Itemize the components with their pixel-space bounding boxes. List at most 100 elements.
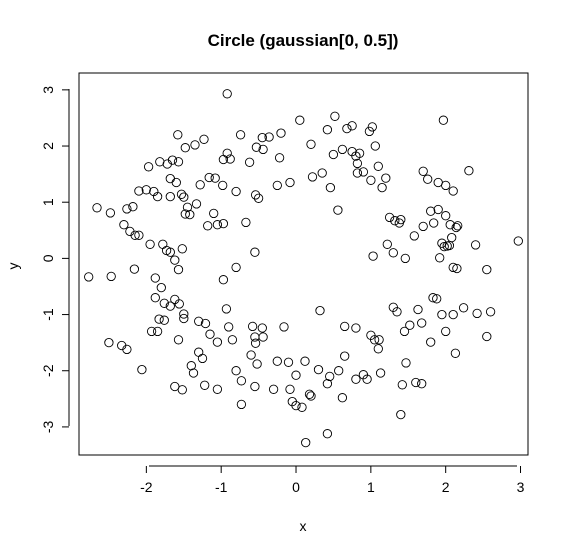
data-point — [291, 400, 301, 411]
data-point — [373, 161, 383, 171]
data-point — [435, 253, 445, 263]
data-point — [158, 239, 168, 249]
data-point — [177, 244, 187, 254]
data-point — [122, 204, 132, 214]
data-point — [194, 316, 204, 326]
data-point — [130, 230, 140, 240]
data-point — [409, 231, 419, 241]
data-point — [209, 208, 219, 219]
data-point — [150, 273, 160, 283]
data-point — [117, 340, 127, 351]
data-point — [351, 374, 361, 384]
data-point — [231, 366, 241, 376]
data-point — [342, 123, 352, 134]
x-tick-label: 3 — [517, 479, 525, 495]
data-point — [358, 167, 369, 177]
data-point — [218, 218, 229, 229]
data-point — [447, 232, 457, 243]
data-point — [482, 331, 492, 342]
data-point — [253, 193, 264, 203]
data-point — [173, 335, 184, 345]
data-point — [375, 368, 386, 378]
data-point — [218, 275, 229, 285]
data-point — [182, 202, 193, 212]
data-point — [221, 304, 232, 314]
data-point — [188, 368, 199, 378]
data-point — [159, 315, 169, 325]
data-point — [165, 247, 175, 257]
data-point — [264, 132, 274, 142]
data-point — [173, 157, 184, 167]
data-point — [152, 191, 163, 202]
data-point — [445, 220, 455, 230]
data-point — [315, 305, 325, 316]
data-point — [84, 272, 94, 282]
data-point — [300, 356, 310, 366]
x-axis-label: x — [300, 518, 307, 534]
data-point — [366, 175, 376, 185]
data-point — [433, 204, 443, 215]
data-point — [250, 381, 260, 392]
data-point — [333, 205, 343, 215]
data-point — [334, 366, 344, 376]
data-point — [301, 437, 311, 448]
data-point — [247, 321, 258, 332]
data-point — [165, 191, 175, 202]
data-point — [134, 230, 144, 240]
data-point — [250, 190, 261, 200]
data-point — [119, 220, 129, 230]
data-point — [205, 329, 215, 339]
data-point — [448, 262, 458, 273]
data-point — [418, 221, 428, 232]
data-point — [156, 282, 166, 293]
data-point — [396, 409, 406, 420]
data-point — [347, 121, 357, 131]
data-point — [250, 338, 261, 348]
data-point — [218, 154, 229, 165]
data-point — [212, 337, 223, 347]
data-point — [428, 293, 438, 303]
data-point — [351, 323, 361, 333]
data-point — [146, 326, 157, 337]
data-point — [235, 130, 246, 140]
data-point — [392, 307, 402, 317]
data-point — [222, 89, 232, 99]
data-point — [252, 359, 262, 369]
data-point — [337, 393, 348, 403]
data-point — [134, 186, 144, 196]
data-point — [437, 309, 447, 320]
data-point — [426, 206, 436, 216]
data-point — [272, 180, 282, 191]
data-point — [225, 154, 235, 164]
data-point — [458, 303, 469, 313]
data-point — [137, 364, 147, 375]
data-point — [513, 236, 523, 246]
data-point — [313, 364, 324, 375]
data-point — [453, 221, 463, 231]
data-point — [106, 271, 116, 282]
data-point — [352, 158, 363, 169]
data-point — [368, 251, 378, 261]
data-point — [154, 314, 164, 324]
data-point — [373, 344, 383, 354]
y-axis-label: y — [5, 263, 21, 270]
data-point — [257, 323, 267, 333]
x-tick-label: 1 — [367, 479, 375, 495]
data-point — [295, 115, 305, 125]
data-point — [195, 180, 205, 190]
data-point — [432, 294, 442, 304]
data-point — [141, 185, 151, 195]
data-point — [397, 380, 407, 390]
data-point — [306, 139, 316, 149]
data-point — [352, 168, 363, 178]
x-tick-label: 0 — [292, 479, 300, 495]
data-point — [439, 241, 449, 252]
data-point — [199, 134, 209, 144]
data-point — [268, 384, 279, 394]
data-point — [159, 298, 169, 308]
x-axis-ticks: -2 -1 0 1 2 3 — [140, 466, 525, 495]
data-point — [370, 141, 380, 151]
y-tick-label: 0 — [40, 254, 56, 262]
data-point — [143, 162, 154, 172]
data-point — [485, 307, 496, 317]
